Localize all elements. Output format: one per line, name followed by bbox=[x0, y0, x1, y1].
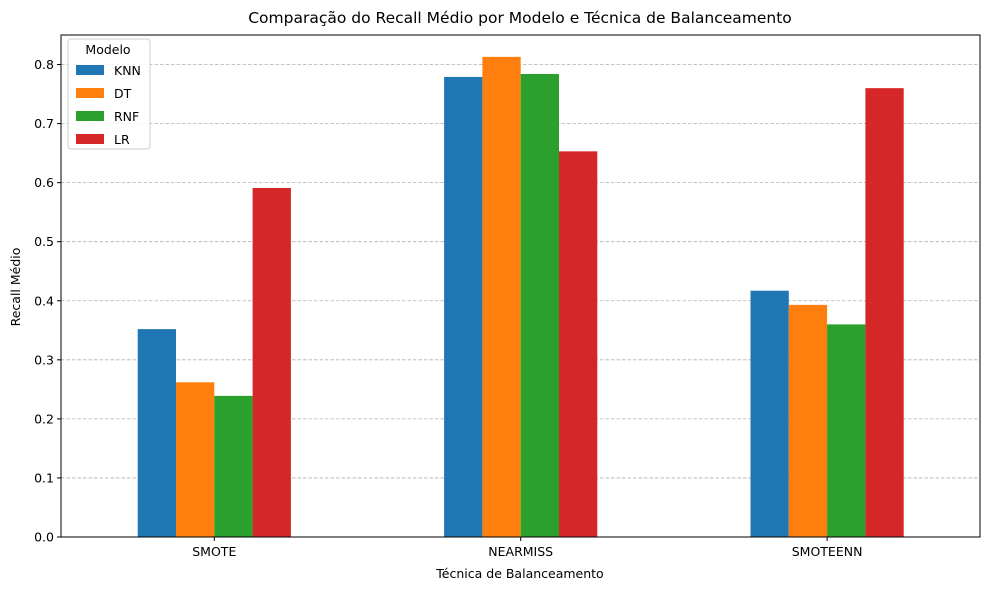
x-tick-label: SMOTEENN bbox=[792, 544, 863, 559]
legend-swatch-knn bbox=[76, 65, 104, 75]
legend: Modelo KNN DT RNF LR bbox=[67, 38, 151, 150]
y-tick-label: 0.4 bbox=[34, 293, 54, 308]
bar-dt-nearmiss bbox=[482, 56, 521, 537]
bar-lr-smoteenn bbox=[865, 88, 904, 537]
bar-dt-smoteenn bbox=[788, 304, 828, 537]
bar-lr-nearmiss bbox=[559, 151, 598, 537]
bar-dt-smote bbox=[176, 382, 215, 537]
x-tick-label: NEARMISS bbox=[488, 544, 553, 559]
legend-label-rnf: RNF bbox=[114, 109, 139, 124]
legend-swatch-dt bbox=[76, 88, 104, 98]
x-axis: SMOTE NEARMISS SMOTEENN bbox=[192, 537, 862, 559]
legend-label-lr: LR bbox=[114, 132, 130, 147]
bar-rnf-nearmiss bbox=[520, 73, 559, 537]
bar-knn-nearmiss bbox=[444, 76, 483, 537]
x-tick-label: SMOTE bbox=[192, 544, 236, 559]
legend-title: Modelo bbox=[85, 42, 130, 57]
y-axis: 0.0 0.1 0.2 0.3 0.4 0.5 0.6 0.7 0.8 bbox=[34, 57, 61, 545]
y-tick-label: 0.8 bbox=[34, 57, 54, 72]
y-tick-label: 0.0 bbox=[34, 530, 54, 545]
chart-title: Comparação do Recall Médio por Modelo e … bbox=[248, 9, 792, 27]
bar-rnf-smoteenn bbox=[827, 324, 866, 537]
y-tick-label: 0.1 bbox=[34, 470, 54, 485]
y-axis-label: Recall Médio bbox=[8, 248, 23, 327]
legend-swatch-rnf bbox=[76, 111, 104, 121]
bars bbox=[137, 56, 904, 538]
legend-label-knn: KNN bbox=[114, 63, 141, 78]
y-tick-label: 0.5 bbox=[34, 234, 54, 249]
bar-knn-smote bbox=[137, 329, 176, 537]
y-tick-label: 0.2 bbox=[34, 411, 54, 426]
y-tick-label: 0.7 bbox=[34, 116, 54, 131]
bar-rnf-smote bbox=[214, 395, 253, 537]
x-axis-label: Técnica de Balanceamento bbox=[435, 566, 603, 581]
bar-knn-smoteenn bbox=[750, 290, 789, 537]
legend-swatch-lr bbox=[76, 134, 104, 144]
bar-lr-smote bbox=[252, 187, 291, 538]
y-tick-label: 0.3 bbox=[34, 352, 54, 367]
legend-label-dt: DT bbox=[114, 86, 132, 101]
y-tick-label: 0.6 bbox=[34, 175, 54, 190]
